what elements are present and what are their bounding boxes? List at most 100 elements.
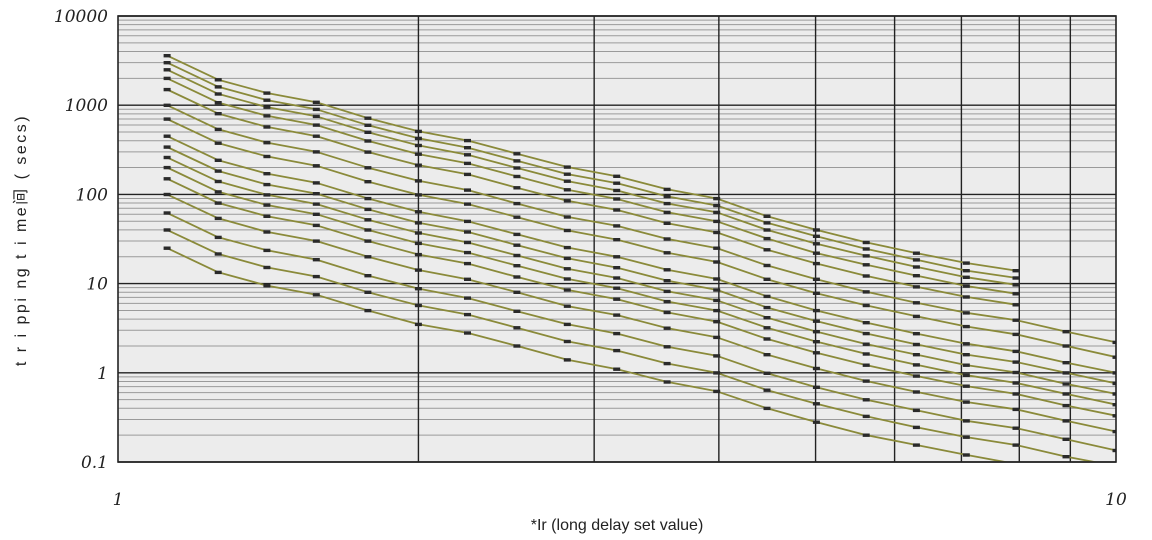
data-point <box>263 172 271 176</box>
data-point <box>862 263 870 267</box>
data-point <box>1112 403 1116 407</box>
data-point <box>1012 269 1020 273</box>
data-point <box>613 188 621 193</box>
data-point <box>214 92 222 96</box>
data-point <box>263 98 271 102</box>
data-point <box>312 192 320 196</box>
data-point <box>414 136 422 141</box>
data-point <box>513 264 521 268</box>
data-point <box>414 143 422 148</box>
data-point <box>163 68 171 72</box>
data-point <box>214 141 222 145</box>
data-point <box>862 303 870 308</box>
data-point <box>414 163 422 167</box>
data-point <box>663 310 671 315</box>
data-point <box>1112 392 1116 396</box>
data-point <box>563 165 571 169</box>
data-point <box>713 260 721 264</box>
data-point <box>312 114 320 119</box>
data-point <box>364 228 372 232</box>
data-point <box>364 274 372 278</box>
y-tick-label: 10000 <box>54 7 108 27</box>
data-point <box>1112 340 1116 345</box>
data-point <box>513 275 521 279</box>
data-point <box>263 141 271 145</box>
data-point <box>414 252 422 257</box>
data-point <box>312 212 320 216</box>
data-point <box>1062 392 1070 396</box>
data-point <box>263 193 271 197</box>
data-point <box>962 275 970 279</box>
data-point <box>214 179 222 184</box>
data-point <box>464 138 471 143</box>
data-point <box>214 85 222 89</box>
data-point <box>1012 407 1020 412</box>
data-point <box>962 363 970 367</box>
data-point <box>1012 303 1020 307</box>
trip-curve <box>166 54 1017 272</box>
data-point <box>763 388 771 392</box>
data-point <box>163 211 171 215</box>
data-point <box>1012 443 1020 447</box>
data-point <box>862 274 870 278</box>
data-point <box>862 254 870 258</box>
x-tick-label: 1 <box>113 490 124 510</box>
data-point <box>312 293 320 297</box>
data-point <box>1012 392 1020 396</box>
data-point <box>663 201 671 206</box>
data-point <box>912 353 920 357</box>
data-point <box>1013 462 1020 465</box>
data-point <box>513 232 521 237</box>
data-point <box>214 158 222 162</box>
data-point <box>912 274 920 278</box>
trip-curve <box>166 212 1116 452</box>
y-tick-label: 1000 <box>65 96 108 116</box>
data-point <box>663 299 671 304</box>
data-point <box>713 196 721 201</box>
data-point <box>163 117 171 121</box>
data-point <box>713 389 721 394</box>
x-tick-labels: 1 10 <box>113 490 1127 510</box>
data-point <box>812 228 820 232</box>
trip-curve <box>166 135 1116 374</box>
data-point <box>912 443 920 447</box>
data-point <box>713 219 721 224</box>
data-point <box>613 297 621 301</box>
data-point <box>763 221 771 225</box>
data-point <box>163 155 171 160</box>
data-point <box>663 380 671 384</box>
data-point <box>1113 465 1120 468</box>
trip-curves <box>166 54 1116 462</box>
data-point <box>1113 484 1120 487</box>
data-point <box>812 319 820 323</box>
data-point <box>563 199 571 203</box>
data-point <box>912 301 920 305</box>
data-point <box>563 245 571 250</box>
data-point <box>163 177 171 181</box>
data-point <box>962 261 970 265</box>
x-tick-label: 10 <box>1105 490 1127 510</box>
data-point <box>414 193 422 197</box>
data-point <box>663 221 671 225</box>
data-point <box>464 296 471 300</box>
data-point <box>214 235 222 240</box>
data-point <box>613 313 621 317</box>
data-point <box>812 291 820 295</box>
data-point <box>464 331 471 335</box>
data-point <box>713 210 721 215</box>
y-tick-label: 100 <box>76 185 109 205</box>
data-point <box>513 174 521 179</box>
data-point <box>263 105 271 109</box>
data-point <box>862 247 870 251</box>
data-point <box>464 202 471 206</box>
data-point <box>613 197 621 201</box>
data-point <box>862 433 870 437</box>
data-point <box>912 342 920 347</box>
data-point <box>912 314 920 319</box>
data-point <box>713 277 721 281</box>
trip-curve <box>166 68 1017 286</box>
data-point <box>613 367 621 371</box>
data-point <box>912 258 920 262</box>
data-point <box>513 253 521 258</box>
